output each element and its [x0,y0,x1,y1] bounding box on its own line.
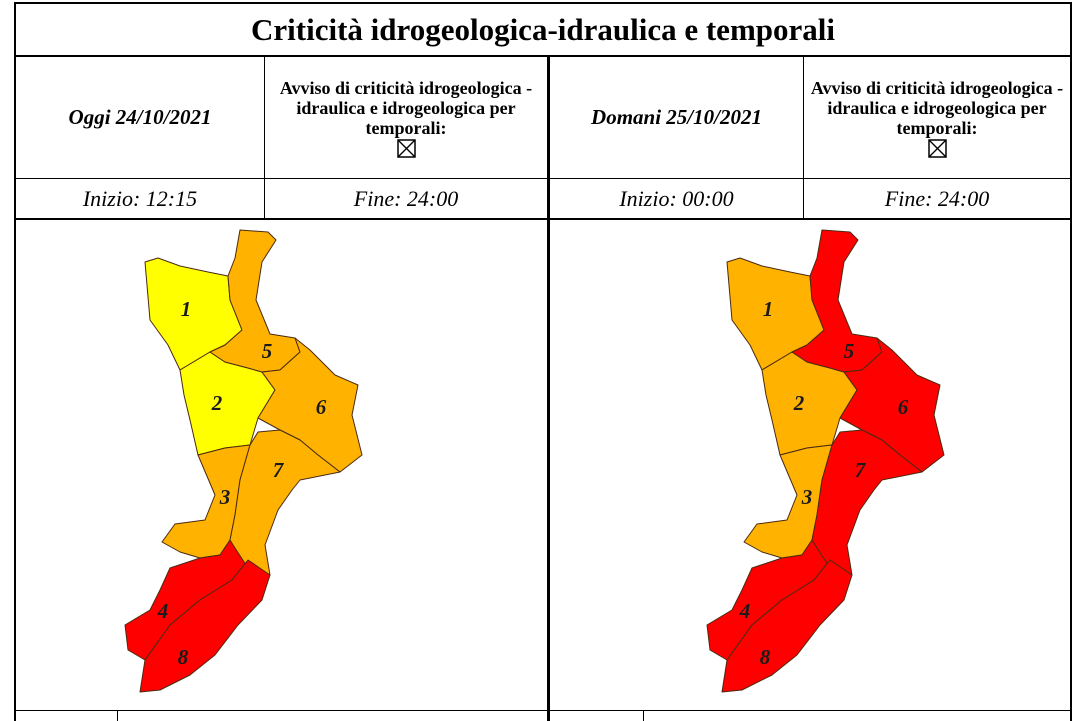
tomorrow-start-time: Inizio: 00:00 [619,186,734,211]
checkbox-checked-icon [396,138,416,158]
bottom-right-divider [643,710,644,721]
time-divider [14,218,1072,220]
tomorrow-zone-8 [721,559,853,693]
center-divider [547,55,550,721]
today-divider [264,55,265,219]
today-zone-label-7: 7 [273,458,285,482]
tomorrow-zone-label-3: 3 [801,485,813,509]
today-zone-label-1: 1 [181,297,192,321]
tomorrow-zone-label-8: 8 [760,645,771,669]
tomorrow-zone-label-5: 5 [844,339,855,363]
tomorrow-risk-map: 1 2 3 4 5 6 7 8 [706,229,945,693]
tomorrow-alert: Avviso di criticità idrogeologica - idra… [804,57,1070,178]
tomorrow-zone-label-2: 2 [793,391,805,415]
bulletin-frame [14,2,1072,721]
tomorrow-alert-text: Avviso di criticità idrogeologica - idra… [810,77,1064,138]
tomorrow-zone-7 [811,429,923,576]
tomorrow-date: Domani 25/10/2021 [591,105,762,129]
tomorrow-zone-label-6: 6 [898,395,909,419]
today-zone-label-2: 2 [211,391,223,415]
today-end-time: Fine: 24:00 [353,186,459,211]
page-title: Criticità idrogeologica-idraulica e temp… [251,12,835,47]
today-alert: Avviso di criticità idrogeologica - idra… [265,57,547,178]
today-zone-label-4: 4 [157,599,169,623]
today-start-time: Inizio: 12:15 [82,186,198,211]
today-date: Oggi 24/10/2021 [68,105,212,129]
tomorrow-zone-label-1: 1 [763,297,774,321]
today-zone-8 [139,559,271,693]
today-alert-text: Avviso di criticità idrogeologica - idra… [279,77,533,138]
tomorrow-end-time: Fine: 24:00 [884,186,990,211]
today-zone-7 [229,429,341,576]
today-zone-label-3: 3 [219,485,231,509]
bottom-row-divider [14,710,1072,711]
today-risk-map: 1 2 3 4 5 6 7 8 [124,229,363,693]
tomorrow-zone-label-7: 7 [855,458,867,482]
title-divider [14,55,1072,57]
checkbox-checked-icon [927,138,947,158]
today-zone-label-8: 8 [178,645,189,669]
today-zone-label-5: 5 [262,339,273,363]
today-zone-label-6: 6 [316,395,327,419]
bottom-left-divider [117,710,118,721]
header-divider [14,178,1072,179]
tomorrow-divider [803,55,804,219]
tomorrow-zone-label-4: 4 [739,599,751,623]
